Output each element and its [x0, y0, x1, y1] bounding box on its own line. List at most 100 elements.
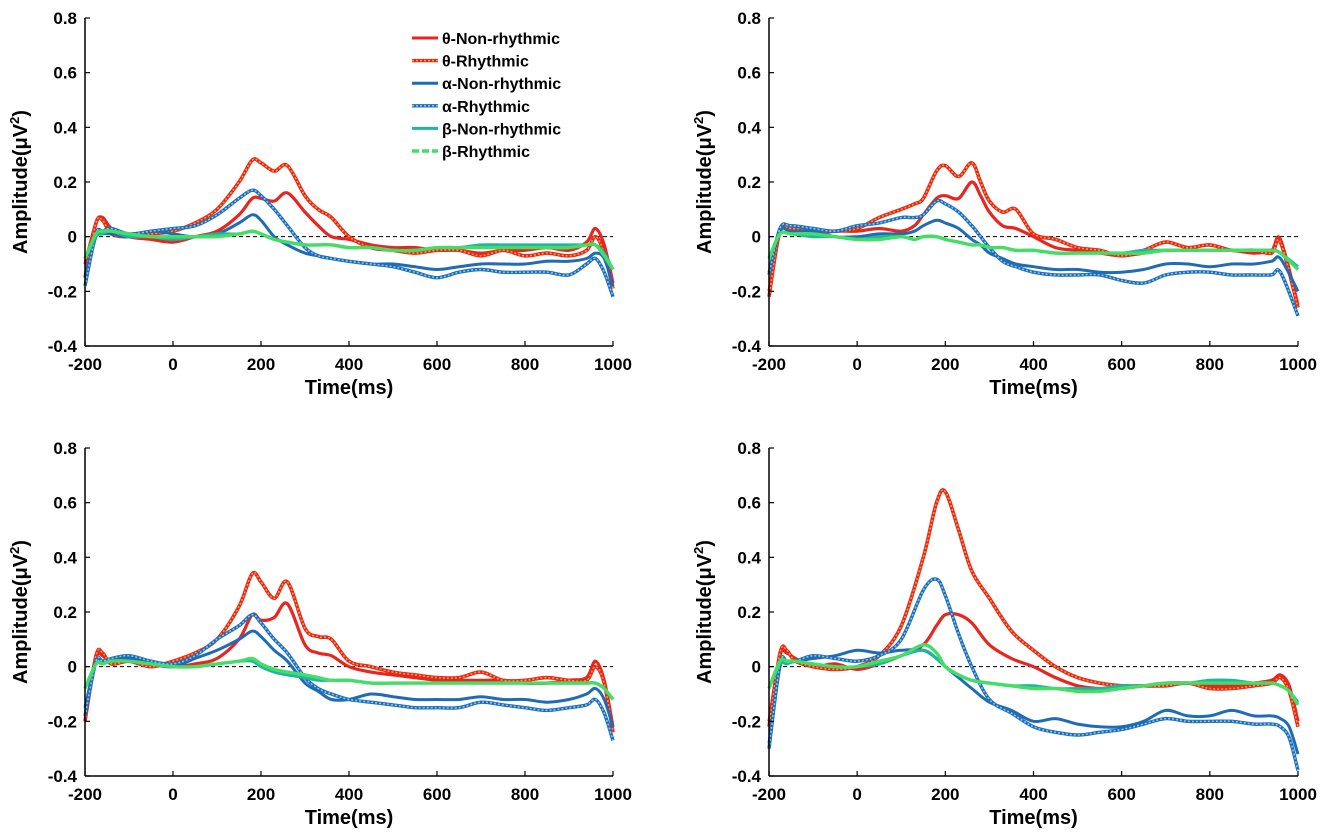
legend-item: θ-Non-rhythmic: [412, 31, 560, 48]
x-tick-label: 400: [1019, 785, 1047, 804]
series-4-dots: [768, 578, 1299, 771]
chart-panel-1: -200 0 200 400 600 800 1000 -0.4 -0.2 0 0.2 0.4 0.6 0…: [7, 9, 632, 399]
x-tick-label: -200: [68, 785, 102, 804]
x-tick-label: 1000: [594, 785, 632, 804]
series-2-dots: [84, 571, 614, 733]
y-axis-label: Amplitude(μV2): [7, 110, 32, 254]
x-tick-label: 1000: [594, 355, 632, 374]
x-tick-label: 200: [931, 785, 959, 804]
y-tick-label: 0.2: [53, 173, 77, 192]
y-tick-label: 0: [752, 228, 761, 247]
series-6-line: [83, 656, 615, 701]
x-tick-label: 0: [852, 355, 861, 374]
series-4-dots: [768, 199, 1299, 317]
legend-item: θ-Rhythmic: [412, 54, 529, 71]
x-tick-label: 400: [1019, 355, 1047, 374]
series-1-line: [767, 180, 1300, 306]
legend-item: α-Non-rhythmic: [412, 76, 561, 93]
legend-label: θ-Rhythmic: [442, 54, 529, 71]
legend-label: α-Non-rhythmic: [442, 76, 561, 93]
x-tick-label: 800: [1196, 785, 1224, 804]
x-tick-label: 400: [335, 355, 363, 374]
x-tick-label: 0: [852, 785, 861, 804]
y-tick-label: 0.4: [53, 548, 77, 567]
y-tick-label: -0.2: [48, 712, 77, 731]
x-tick-label: 200: [247, 785, 275, 804]
series-2-dots: [84, 158, 614, 289]
y-tick-label: -0.4: [48, 767, 78, 786]
x-axis-label: Time(ms): [989, 807, 1078, 829]
y-tick-label: -0.2: [732, 282, 761, 301]
y-tick-label: 0.2: [53, 603, 77, 622]
series-2-line: [767, 161, 1300, 309]
series-1-line: [767, 611, 1300, 722]
x-tick-label: 600: [423, 355, 451, 374]
series-3-line: [767, 648, 1300, 755]
series-5-line: [767, 648, 1300, 704]
legend-item: α-Rhythmic: [412, 99, 530, 116]
y-tick-label: 0: [68, 658, 77, 677]
y-axis-label-main: Amplitude(μV: [694, 553, 716, 684]
y-tick-label: 0.2: [737, 173, 761, 192]
series-4-line: [83, 188, 615, 298]
legend-label: β-Rhythmic: [442, 144, 530, 161]
y-axis-label-main: Amplitude(μV: [694, 123, 716, 254]
y-tick-label: 0.8: [53, 439, 77, 458]
y-axis-label-sup: 2: [691, 547, 706, 554]
y-tick-label: -0.4: [732, 337, 762, 356]
chart-panel-3: -200 0 200 400 600 800 1000 -0.4 -0.2 0 0.2 0.4 0.6 0…: [7, 439, 632, 829]
y-axis-label-close: ): [694, 540, 716, 547]
legend-label: β-Non-rhythmic: [442, 121, 561, 138]
y-tick-label: 0.4: [737, 118, 761, 137]
y-tick-label: -0.4: [48, 337, 78, 356]
y-axis-label: Amplitude(μV2): [691, 540, 716, 684]
y-axis-label-main: Amplitude(μV: [10, 123, 32, 254]
series-6-line: [767, 230, 1300, 271]
y-axis-label-close: ): [694, 110, 716, 117]
y-tick-label: -0.4: [732, 767, 762, 786]
legend-item: β-Rhythmic: [412, 144, 530, 161]
series-6-line: [83, 229, 615, 271]
x-tick-label: 600: [423, 785, 451, 804]
y-tick-label: 0.6: [53, 64, 77, 83]
series-2-dots: [768, 489, 1299, 727]
y-tick-label: 0.6: [737, 494, 761, 513]
x-tick-label: 0: [168, 355, 177, 374]
series-4-line: [767, 198, 1300, 317]
x-tick-label: 800: [511, 355, 539, 374]
y-tick-label: 0.4: [737, 548, 761, 567]
y-axis-label: Amplitude(μV2): [7, 540, 32, 684]
chart-panel-2: -200 0 200 400 600 800 1000 -0.4 -0.2 0 0.2 0.4 0.6 0…: [691, 9, 1317, 399]
series-2-line: [83, 157, 615, 290]
x-tick-label: 600: [1107, 785, 1135, 804]
y-tick-label: 0.6: [737, 64, 761, 83]
legend-label: θ-Non-rhythmic: [442, 31, 560, 48]
x-tick-label: 800: [1196, 355, 1224, 374]
series-6-line: [767, 643, 1300, 706]
y-tick-label: 0: [68, 228, 77, 247]
series-2-dots: [768, 162, 1299, 308]
x-tick-label: 1000: [1279, 355, 1317, 374]
legend-item: β-Non-rhythmic: [412, 121, 561, 138]
y-tick-label: 0.4: [53, 118, 77, 137]
x-tick-label: 600: [1107, 355, 1135, 374]
x-tick-label: -200: [752, 355, 786, 374]
y-axis-label-sup: 2: [691, 117, 706, 124]
y-axis-label-sup: 2: [7, 117, 22, 124]
x-tick-label: 800: [511, 785, 539, 804]
x-tick-label: -200: [752, 785, 786, 804]
y-tick-label: 0: [752, 658, 761, 677]
x-tick-label: 200: [931, 355, 959, 374]
y-tick-label: 0.8: [737, 9, 761, 28]
x-axis-label: Time(ms): [989, 377, 1078, 399]
x-tick-label: 1000: [1279, 785, 1317, 804]
legend-label: α-Rhythmic: [442, 99, 530, 116]
y-axis-label-close: ): [10, 110, 32, 117]
legend: θ-Non-rhythmic θ-Rhythmic α-Non-rhythmic α-…: [412, 31, 561, 161]
y-tick-label: -0.2: [48, 282, 77, 301]
y-tick-label: 0.2: [737, 603, 761, 622]
series-4-line: [83, 613, 615, 742]
x-tick-label: 0: [168, 785, 177, 804]
chart-panel-4: -200 0 200 400 600 800 1000 -0.4 -0.2 0 0.2 0.4 0.6 0…: [691, 439, 1317, 829]
